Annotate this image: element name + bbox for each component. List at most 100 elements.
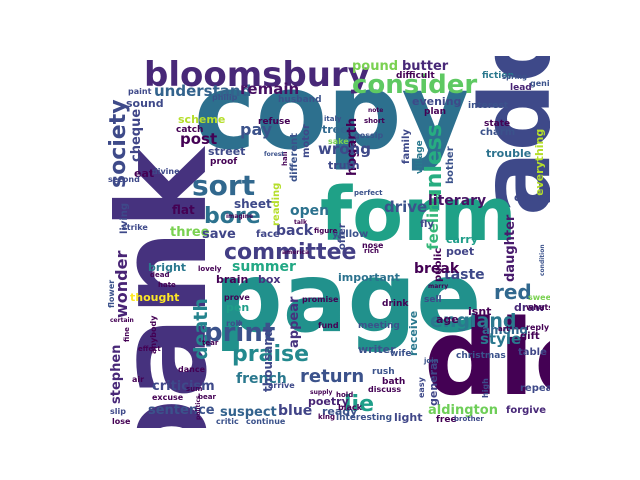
word-critic: critic (216, 417, 239, 426)
word-dance: dance (178, 365, 205, 374)
word-bore: bore (204, 204, 261, 229)
word-suspect: suspect (220, 405, 277, 420)
word-understand: understand (154, 82, 252, 100)
word-age: age (436, 313, 459, 326)
word-genius: genius (530, 79, 550, 88)
word-gossip: gossip (354, 131, 384, 140)
word-promise: promise (302, 295, 339, 304)
word-wife: wife (390, 349, 412, 359)
word-interest: interest (468, 101, 509, 111)
word-different: different (289, 132, 300, 182)
word-condition: condition (539, 244, 546, 276)
word-offer: offer (337, 223, 348, 250)
word-daughter: daughter (503, 214, 518, 282)
word-bath: bath (382, 377, 406, 387)
word-poetry: poetry (308, 395, 349, 408)
word-bloomsbury: bloomsbury (144, 56, 370, 95)
word-evening: evening (412, 95, 462, 108)
word-form: form (320, 172, 517, 258)
word-back: back (276, 223, 314, 239)
word-bright: bright (148, 261, 187, 274)
word-rich: rich (364, 247, 379, 255)
word-isnt: isnt (468, 305, 492, 318)
word-cloud: bank copy page die add form bloomsbury c… (106, 56, 550, 428)
word-carry: carry (446, 233, 478, 246)
word-fly: fly (420, 219, 434, 230)
word-whats: whats (526, 303, 550, 312)
word-prove: prove (224, 293, 250, 302)
word-flower: flower (107, 279, 116, 308)
word-among: among (482, 323, 528, 337)
word-sell: sell (424, 295, 442, 305)
word-post: post (180, 130, 218, 148)
word-remain: remain (240, 80, 300, 98)
word-tear: tear (202, 339, 219, 347)
word-sort: sort (192, 169, 256, 202)
word-talk: talk (294, 219, 307, 226)
word-eat: eat (134, 167, 155, 180)
word-brother: brother (454, 415, 484, 423)
word-lovely: lovely (198, 265, 222, 273)
word-family: family (401, 129, 412, 164)
word-sentence: sentence (148, 403, 215, 418)
word-truth: truth (328, 159, 360, 172)
word-motor: motor (301, 124, 312, 158)
word-bear: bear (198, 393, 216, 401)
word-open: open (290, 203, 330, 219)
word-dead: dead (150, 271, 170, 279)
word-ready: ready (322, 405, 358, 418)
word-drive: drive (384, 198, 428, 216)
word-return: return (300, 366, 365, 387)
word-italy: italy (324, 115, 342, 123)
word-street: street (208, 145, 246, 158)
word-flat: flat (172, 203, 195, 217)
word-easy: easy (417, 377, 426, 398)
word-fine: fine (123, 327, 131, 342)
word-strike: strike (122, 223, 148, 232)
word-forgive: forgive (506, 405, 547, 416)
word-appear: appear (287, 296, 302, 348)
word-arrive: arrive (268, 381, 295, 390)
word-committee: committee (224, 240, 357, 265)
word-wrong: wrong (318, 140, 371, 158)
word-face: face (256, 229, 280, 240)
word-sake: sake (328, 137, 349, 146)
word-rush: rush (372, 367, 395, 377)
word-print: print (204, 318, 276, 348)
word-thought: thought (130, 291, 180, 304)
word-america: america (282, 249, 309, 256)
word-sound: sound (126, 97, 164, 110)
word-difficult: difficult (396, 71, 435, 81)
word-sweet: sweet (528, 293, 550, 302)
word-brain: brain (216, 273, 249, 286)
word-imagine: imagine (226, 213, 254, 220)
word-save: save (202, 227, 236, 242)
word-trouble: trouble (486, 147, 532, 160)
word-england: england (430, 310, 517, 332)
word-taste: taste (444, 267, 485, 283)
word-forest: forest (264, 151, 285, 158)
word-village: village (415, 140, 425, 174)
word-hold: hold (336, 391, 354, 399)
word-continue: continue (246, 417, 286, 426)
word-excuse: excuse (152, 393, 184, 402)
word-second: second (108, 175, 140, 184)
word-sheet: sheet (234, 197, 272, 211)
word-spring: spring (502, 73, 528, 81)
word-cheque: cheque (129, 108, 144, 162)
word-blue: blue (278, 403, 313, 419)
word-figure: figure (314, 227, 338, 235)
word-christmas: christmas (456, 351, 506, 361)
word-free: free (436, 415, 457, 425)
word-air: air (132, 375, 145, 384)
word-lead: lead (510, 83, 532, 93)
word-divine: divine (152, 167, 180, 176)
word-red: red (494, 280, 532, 304)
word-writer: writer (358, 343, 396, 356)
word-death: death (190, 298, 212, 360)
word-king: king (318, 413, 336, 421)
word-praise: praise (232, 342, 309, 367)
word-reading: reading (271, 182, 282, 226)
word-philip: philip (212, 93, 238, 102)
